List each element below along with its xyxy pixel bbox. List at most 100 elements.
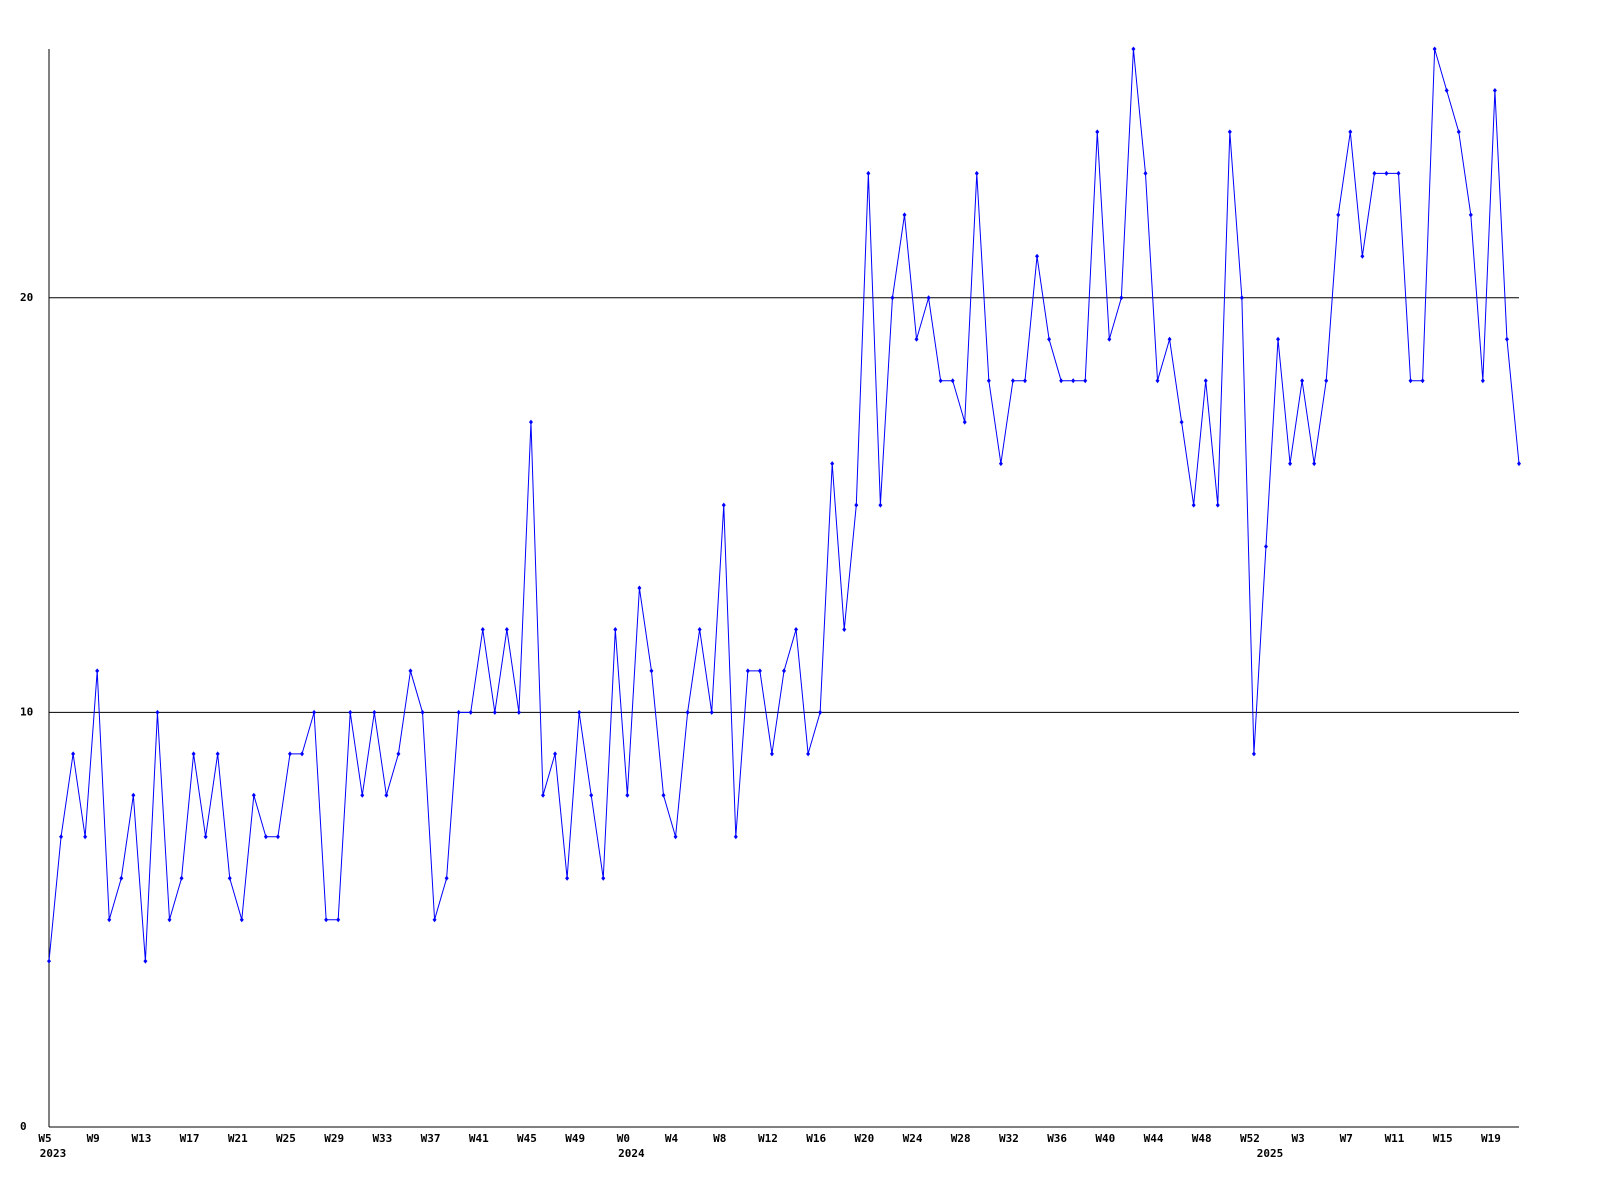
data-point [914,336,919,342]
data-point [1492,87,1497,93]
data-point [1312,461,1317,467]
data-point [745,668,750,674]
data-point [1143,170,1148,176]
data-point [1276,336,1281,342]
data-point [998,461,1003,467]
data-point [131,792,136,798]
data-point [1071,378,1076,384]
data-point [275,834,280,840]
data-point [191,751,196,757]
x-tick-label: W41 [469,1132,489,1145]
data-point [1119,295,1124,301]
data-point [1396,170,1401,176]
data-point [1288,461,1293,467]
x-tick-label: W0 [617,1132,630,1145]
data-point [625,792,630,798]
data-point [1468,212,1473,218]
x-tick-label: W7 [1340,1132,1353,1145]
data-point [1191,502,1196,508]
x-tick-label: W45 [517,1132,537,1145]
data-point [926,295,931,301]
data-point [1095,129,1100,135]
data-point [541,792,546,798]
data-point [1372,170,1377,176]
data-point [1384,170,1389,176]
data-point [336,917,341,923]
x-tick-label: W32 [999,1132,1019,1145]
data-point [1022,378,1027,384]
data-point [553,751,558,757]
data-point [721,502,726,508]
data-point [577,709,582,715]
data-point [1480,378,1485,384]
data-point [504,626,509,632]
x-tick-label: W17 [180,1132,200,1145]
data-point [408,668,413,674]
data-point [902,212,907,218]
data-point [59,834,64,840]
data-point [203,834,208,840]
data-point [974,170,979,176]
data-point [938,378,943,384]
data-point [1203,378,1208,384]
data-point [107,917,112,923]
data-point [637,585,642,591]
data-point [1083,378,1088,384]
data-point [324,917,329,923]
data-point [1131,46,1136,52]
data-point [782,668,786,674]
data-point [950,378,955,384]
data-point [1251,751,1256,757]
y-tick-label: 0 [20,1120,27,1133]
x-tick-label: W5 [38,1132,51,1145]
data-point [806,751,811,757]
data-point [263,834,268,840]
x-tick-label: W9 [87,1132,100,1145]
data-point [227,875,232,881]
data-point [239,917,244,923]
data-line [48,48,1520,962]
data-point [47,958,51,964]
data-point [71,751,76,757]
data-point [1504,336,1509,342]
data-point [1324,378,1329,384]
x-tick-label: W4 [665,1132,679,1145]
data-point [1179,419,1184,425]
data-point [456,709,461,715]
data-point [697,626,702,632]
data-point [1239,295,1244,301]
data-point [685,709,690,715]
data-point [396,751,401,757]
data-point [589,792,594,798]
data-point [1107,336,1112,342]
data-point [95,668,100,674]
data-point [83,834,88,840]
data-point [468,709,473,715]
data-point [818,709,823,715]
data-point [1167,336,1172,342]
data-point [287,751,292,757]
y-tick-label: 20 [20,291,33,304]
data-point [384,792,389,798]
data-point [830,461,835,467]
x-tick-label: W20 [854,1132,874,1145]
data-point [251,792,256,798]
data-point [119,875,124,881]
data-point [1300,378,1305,384]
data-point [312,709,317,715]
data-point [565,875,570,881]
x-tick-label: W16 [806,1132,826,1145]
data-point [1215,502,1220,508]
data-point [866,170,871,176]
data-point [1348,129,1353,135]
x-tick-label: W13 [131,1132,151,1145]
x-tick-label: W24 [903,1132,923,1145]
data-point [143,958,148,964]
x-tick-label: W29 [324,1132,344,1145]
x-year-label: 2023 [40,1147,67,1160]
x-tick-label: W44 [1144,1132,1164,1145]
x-year-label: 2025 [1257,1147,1284,1160]
data-point [1263,544,1268,550]
data-point [372,709,377,715]
